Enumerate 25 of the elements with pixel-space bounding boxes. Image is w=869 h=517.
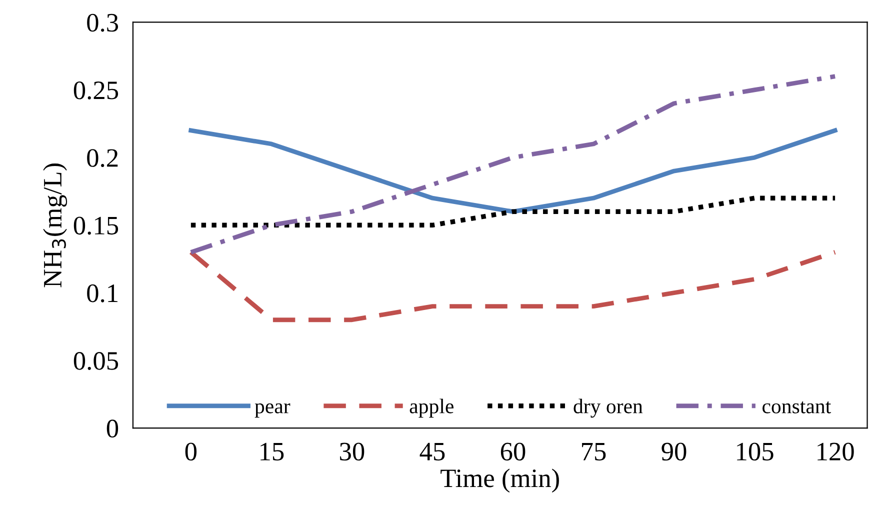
y-tick-label: 0.15 xyxy=(74,216,118,235)
y-tick-label: 0.1 xyxy=(87,284,118,302)
y-tick-label: 0 xyxy=(106,420,118,438)
line-series xyxy=(188,74,838,254)
line-series xyxy=(188,128,838,214)
y-tick-label: 0.05 xyxy=(74,352,118,370)
x-tick-label: 60 xyxy=(500,442,526,461)
legend-label: constant xyxy=(762,401,832,414)
x-axis-title: Time (min) xyxy=(440,468,559,493)
x-tick-label: 30 xyxy=(340,442,364,461)
line-series xyxy=(188,250,838,322)
y-tick-label: 0.2 xyxy=(87,149,118,168)
legend-label: apple xyxy=(410,398,454,418)
x-tick-label: 15 xyxy=(260,442,284,461)
x-tick-label: 45 xyxy=(420,442,445,461)
x-tick-label: 90 xyxy=(662,442,686,461)
x-tick-label: 75 xyxy=(582,442,606,461)
y-axis-title: NH$_{3}$(mg/L) xyxy=(43,164,68,288)
legend-label: dry oren xyxy=(574,398,643,418)
y-tick-label: 0.3 xyxy=(87,14,118,32)
y-tick-label: 0.25 xyxy=(74,81,118,100)
legend-label: pear xyxy=(254,403,290,418)
x-tick-label: 0 xyxy=(185,442,197,461)
x-tick-label: 105 xyxy=(737,442,774,461)
x-tick-label: 120 xyxy=(818,442,854,461)
